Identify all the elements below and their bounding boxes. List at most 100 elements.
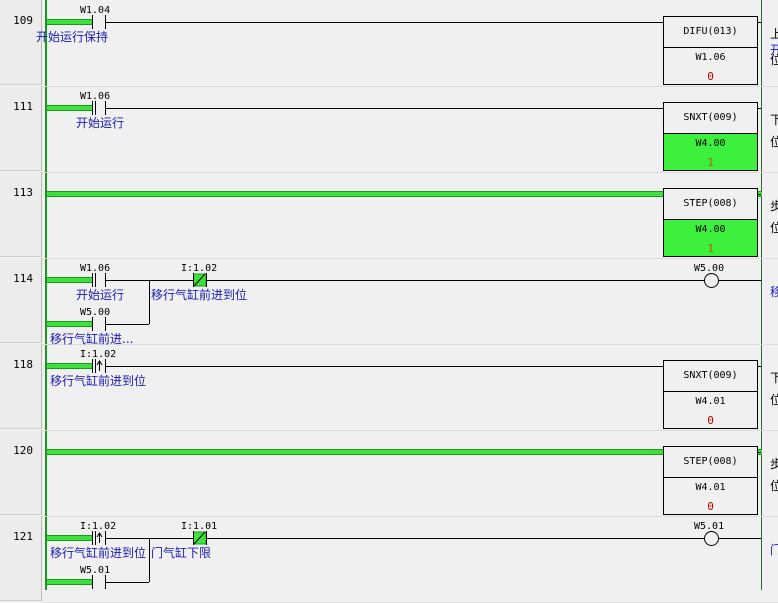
rung-number-cell[interactable]: 113	[0, 172, 42, 257]
rung-number-cell[interactable]: 111	[0, 86, 42, 171]
rung-wire	[757, 108, 761, 109]
instruction-body: W1.06 0	[664, 48, 757, 84]
rung-number: 109	[13, 14, 33, 27]
contact-comment: 开始运行保持	[36, 30, 109, 44]
rung-number-cell[interactable]: 121	[0, 516, 42, 601]
right-comment: 开	[770, 43, 778, 57]
rung-wire	[757, 452, 761, 453]
rung-wire	[106, 108, 663, 109]
power-flow-line	[47, 277, 92, 283]
instruction-block[interactable]: SNXT(009) W4.01 0	[663, 360, 758, 429]
left-power-rail	[45, 0, 47, 590]
rung-wire	[106, 324, 149, 325]
rung-number-cell[interactable]: 120	[0, 430, 42, 515]
output-coil[interactable]	[704, 273, 719, 288]
rung-separator	[42, 86, 778, 87]
rising-edge-contact[interactable]	[92, 530, 106, 546]
rung-111[interactable]: 111 W1.06 开始运行 SNXT(009) W4.00 1 下位	[0, 86, 778, 173]
instruction-name: STEP(008)	[664, 189, 757, 220]
contact-address: W5.01	[80, 565, 111, 576]
instruction-name: SNXT(009)	[664, 361, 757, 392]
rung-121[interactable]: 121 I:1.02 移行气缸前进到位 I:1.01 门气缸下限 W5.01 W5.01 门	[0, 516, 778, 603]
rung-113[interactable]: 113 STEP(008) W4.00 1 步位	[0, 172, 778, 259]
rung-number: 113	[13, 186, 33, 199]
rising-edge-contact[interactable]	[92, 358, 106, 374]
instruction-name: STEP(008)	[664, 447, 757, 478]
rung-wire	[207, 538, 704, 539]
right-comment: 步	[770, 457, 778, 471]
nc-contact[interactable]	[192, 272, 207, 288]
power-flow-line	[47, 579, 92, 585]
instruction-operand: W4.00	[695, 224, 726, 235]
rung-114[interactable]: 114 W1.06 开始运行 I:1.02 移行气缸前进到位 W5.00 移行气缸前进...…	[0, 258, 778, 346]
rung-separator	[42, 430, 778, 431]
contact-address: I:1.02	[80, 349, 117, 360]
contact-comment: 移行气缸前进到位	[50, 546, 147, 560]
coil-address: W5.00	[694, 263, 725, 274]
instruction-block[interactable]: STEP(008) W4.01 0	[663, 446, 758, 515]
instruction-value: 1	[707, 242, 714, 255]
right-comment: 步	[770, 199, 778, 213]
right-comment: 下	[770, 371, 778, 385]
instruction-operand: W4.00	[695, 138, 726, 149]
instruction-block[interactable]: DIFU(013) W1.06 0	[663, 16, 758, 85]
power-flow-line	[47, 321, 92, 327]
right-comment: 位	[770, 53, 778, 67]
right-comment: 位	[770, 479, 778, 493]
rung-wire	[717, 280, 761, 281]
instruction-body: W4.01 0	[664, 478, 757, 514]
contact-address: I:1.02	[80, 521, 117, 532]
contact-address: W1.04	[80, 5, 111, 16]
contact-comment: 开始运行	[76, 288, 125, 302]
rung-wire	[757, 366, 761, 367]
contact-address: I:1.02	[181, 263, 218, 274]
rung-number: 118	[13, 358, 33, 371]
rung-wire	[106, 22, 663, 23]
instruction-name: SNXT(009)	[664, 103, 757, 134]
rung-109[interactable]: 109 W1.04 开始运行保持 DIFU(013) W1.06 0 上开位	[0, 0, 778, 87]
rung-118[interactable]: 118 I:1.02 移行气缸前进到位 SNXT(009) W4.01 0 下位	[0, 344, 778, 431]
right-power-rail	[761, 0, 762, 590]
instruction-value: 1	[707, 156, 714, 169]
right-comment: 位	[770, 221, 778, 235]
instruction-operand: W1.06	[695, 52, 726, 63]
no-contact[interactable]	[92, 14, 106, 30]
contact-address: W1.06	[80, 91, 111, 102]
contact-address: W5.00	[80, 307, 111, 318]
instruction-name: DIFU(013)	[664, 17, 757, 48]
contact-comment: 开始运行	[76, 116, 125, 130]
rung-wire	[717, 538, 761, 539]
instruction-block[interactable]: SNXT(009) W4.00 1	[663, 102, 758, 171]
right-comment: 下	[770, 113, 778, 127]
rung-120[interactable]: 120 STEP(008) W4.01 0 步位	[0, 430, 778, 517]
branch-wire	[149, 280, 150, 324]
power-flow-line	[47, 19, 92, 25]
no-contact[interactable]	[92, 100, 106, 116]
no-contact[interactable]	[92, 574, 106, 590]
right-comment: 门	[770, 543, 778, 557]
rung-number-cell[interactable]: 118	[0, 344, 42, 429]
instruction-body: W4.01 0	[664, 392, 757, 428]
branch-wire	[149, 538, 150, 582]
instruction-body: W4.00 1	[664, 134, 757, 170]
rung-separator	[42, 258, 778, 259]
rung-wire	[106, 582, 149, 583]
rung-number-cell[interactable]: 114	[0, 258, 42, 343]
right-comment: 移	[770, 285, 778, 299]
rung-separator	[42, 516, 778, 517]
power-flow-line	[47, 191, 663, 197]
no-contact[interactable]	[92, 316, 106, 332]
no-contact[interactable]	[92, 272, 106, 288]
instruction-operand: W4.01	[695, 482, 726, 493]
instruction-block[interactable]: STEP(008) W4.00 1	[663, 188, 758, 257]
right-comment: 位	[770, 135, 778, 149]
nc-contact[interactable]	[192, 530, 207, 546]
right-comment: 上	[770, 27, 778, 41]
instruction-value: 0	[707, 414, 714, 427]
output-coil[interactable]	[704, 531, 719, 546]
instruction-value: 0	[707, 500, 714, 513]
power-flow-line	[47, 449, 663, 455]
instruction-operand: W4.01	[695, 396, 726, 407]
rung-number-cell[interactable]: 109	[0, 0, 42, 85]
contact-address: I:1.01	[181, 521, 218, 532]
